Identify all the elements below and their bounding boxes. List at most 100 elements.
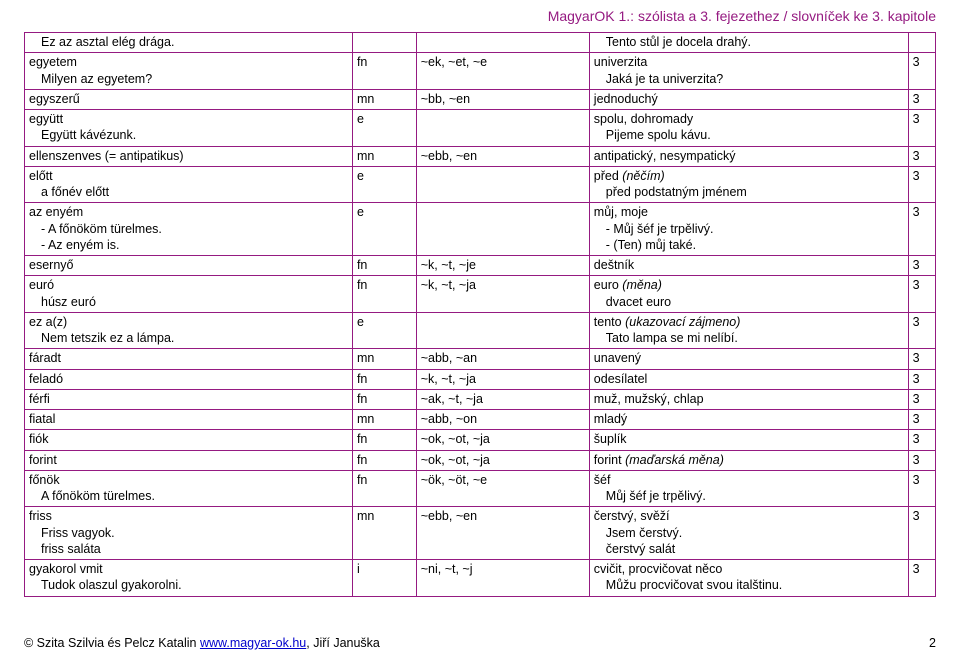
cell-forms: ~abb, ~on xyxy=(416,410,589,430)
cell-pos: fn xyxy=(352,470,416,507)
cell-forms xyxy=(416,33,589,53)
cell-pos: fn xyxy=(352,369,416,389)
cell-forms: ~ok, ~ot, ~ja xyxy=(416,430,589,450)
cell-pos: fn xyxy=(352,430,416,450)
table-row: Ez az asztal elég drága. Tento stůl je do… xyxy=(25,33,936,53)
cell-hungarian: fáradt xyxy=(25,349,353,369)
cell-forms: ~ebb, ~en xyxy=(416,507,589,560)
cell-pos: fn xyxy=(352,256,416,276)
cell-forms: ~k, ~t, ~je xyxy=(416,256,589,276)
cell-hungarian: esernyő xyxy=(25,256,353,276)
page-header: MagyarOK 1.: szólista a 3. fejezethez / … xyxy=(0,0,960,32)
cell-hungarian: az enyém- A főnököm türelmes.- Az enyém … xyxy=(25,203,353,256)
cell-chapter: 3 xyxy=(908,256,935,276)
cell-chapter: 3 xyxy=(908,203,935,256)
cell-chapter: 3 xyxy=(908,369,935,389)
cell-hungarian: férfi xyxy=(25,389,353,409)
cell-forms: ~ok, ~ot, ~ja xyxy=(416,450,589,470)
vocab-table: Ez az asztal elég drága. Tento stůl je do… xyxy=(24,32,936,597)
table-row: esernyőfn~k, ~t, ~jedeštník3 xyxy=(25,256,936,276)
cell-pos: e xyxy=(352,166,416,203)
cell-czech: deštník xyxy=(589,256,908,276)
cell-forms xyxy=(416,166,589,203)
cell-forms xyxy=(416,312,589,349)
cell-hungarian: gyakorol vmitTudok olaszul gyakorolni. xyxy=(25,560,353,597)
cell-hungarian: előtta főnév előtt xyxy=(25,166,353,203)
cell-chapter: 3 xyxy=(908,53,935,90)
cell-czech: mladý xyxy=(589,410,908,430)
cell-czech: před (něčím)před podstatným jménem xyxy=(589,166,908,203)
cell-pos: fn xyxy=(352,276,416,313)
cell-pos: mn xyxy=(352,146,416,166)
cell-czech: čerstvý, svěžíJsem čerstvý.čerstvý salát xyxy=(589,507,908,560)
cell-hungarian: forint xyxy=(25,450,353,470)
cell-pos: fn xyxy=(352,53,416,90)
cell-hungarian: frissFriss vagyok.friss saláta xyxy=(25,507,353,560)
table-row: az enyém- A főnököm türelmes.- Az enyém … xyxy=(25,203,936,256)
cell-pos: e xyxy=(352,110,416,147)
table-row: fiókfn~ok, ~ot, ~jašuplík3 xyxy=(25,430,936,450)
cell-chapter: 3 xyxy=(908,166,935,203)
page-footer: © Szita Szilvia és Pelcz Katalin www.mag… xyxy=(24,636,936,650)
cell-chapter: 3 xyxy=(908,349,935,369)
cell-pos: fn xyxy=(352,450,416,470)
table-row: gyakorol vmitTudok olaszul gyakorolni.i~… xyxy=(25,560,936,597)
table-row: főnökA főnököm türelmes.fn~ök, ~öt, ~ešé… xyxy=(25,470,936,507)
cell-forms: ~bb, ~en xyxy=(416,89,589,109)
cell-hungarian: egyetemMilyen az egyetem? xyxy=(25,53,353,90)
footer-left: © Szita Szilvia és Pelcz Katalin www.mag… xyxy=(24,636,380,650)
cell-hungarian: Ez az asztal elég drága. xyxy=(25,33,353,53)
cell-forms: ~k, ~t, ~ja xyxy=(416,369,589,389)
cell-czech: tento (ukazovací zájmeno)Tato lampa se m… xyxy=(589,312,908,349)
cell-forms: ~ök, ~öt, ~e xyxy=(416,470,589,507)
cell-forms: ~abb, ~an xyxy=(416,349,589,369)
footer-copyright: © Szita Szilvia és Pelcz Katalin xyxy=(24,636,200,650)
cell-chapter: 3 xyxy=(908,312,935,349)
cell-czech: odesílatel xyxy=(589,369,908,389)
cell-czech: cvičit, procvičovat něcoMůžu procvičovat… xyxy=(589,560,908,597)
table-row: ez a(z)Nem tetszik ez a lámpa.e tento (uk… xyxy=(25,312,936,349)
cell-czech: můj, moje- Můj šéf je trpělivý.- (Ten) m… xyxy=(589,203,908,256)
footer-suffix: , Jiří Januška xyxy=(306,636,380,650)
cell-chapter: 3 xyxy=(908,110,935,147)
cell-chapter: 3 xyxy=(908,430,935,450)
vocab-table-wrap: Ez az asztal elég drága. Tento stůl je do… xyxy=(0,32,960,597)
cell-pos: e xyxy=(352,312,416,349)
cell-pos: mn xyxy=(352,89,416,109)
cell-czech: unavený xyxy=(589,349,908,369)
cell-czech: antipatický, nesympatický xyxy=(589,146,908,166)
cell-pos xyxy=(352,33,416,53)
table-row: euróhúsz eurófn~k, ~t, ~jaeuro (měna)dva… xyxy=(25,276,936,313)
table-row: feladófn~k, ~t, ~jaodesílatel3 xyxy=(25,369,936,389)
cell-forms xyxy=(416,203,589,256)
cell-forms: ~ni, ~t, ~j xyxy=(416,560,589,597)
cell-chapter: 3 xyxy=(908,507,935,560)
footer-link[interactable]: www.magyar-ok.hu xyxy=(200,636,306,650)
cell-chapter: 3 xyxy=(908,276,935,313)
table-row: fiatalmn~abb, ~onmladý3 xyxy=(25,410,936,430)
cell-chapter: 3 xyxy=(908,450,935,470)
cell-chapter: 3 xyxy=(908,410,935,430)
cell-hungarian: ez a(z)Nem tetszik ez a lámpa. xyxy=(25,312,353,349)
table-row: együttEgyütt kávézunk.espolu, dohromadyP… xyxy=(25,110,936,147)
table-row: előtta főnév előtte před (něčím)před pods… xyxy=(25,166,936,203)
cell-forms xyxy=(416,110,589,147)
cell-hungarian: euróhúsz euró xyxy=(25,276,353,313)
cell-hungarian: feladó xyxy=(25,369,353,389)
cell-czech: Tento stůl je docela drahý. xyxy=(589,33,908,53)
cell-pos: mn xyxy=(352,349,416,369)
cell-chapter: 3 xyxy=(908,389,935,409)
cell-forms: ~k, ~t, ~ja xyxy=(416,276,589,313)
cell-czech: univerzitaJaká je ta univerzita? xyxy=(589,53,908,90)
cell-czech: forint (maďarská měna) xyxy=(589,450,908,470)
cell-czech: šéfMůj šéf je trpělivý. xyxy=(589,470,908,507)
cell-chapter: 3 xyxy=(908,560,935,597)
table-row: forintfn~ok, ~ot, ~jaforint (maďarská mě… xyxy=(25,450,936,470)
cell-czech: jednoduchý xyxy=(589,89,908,109)
cell-czech: spolu, dohromadyPijeme spolu kávu. xyxy=(589,110,908,147)
cell-czech: euro (měna)dvacet euro xyxy=(589,276,908,313)
cell-chapter: 3 xyxy=(908,146,935,166)
cell-pos: mn xyxy=(352,507,416,560)
cell-chapter: 3 xyxy=(908,470,935,507)
table-row: ellenszenves (= antipatikus)mn~ebb, ~ena… xyxy=(25,146,936,166)
